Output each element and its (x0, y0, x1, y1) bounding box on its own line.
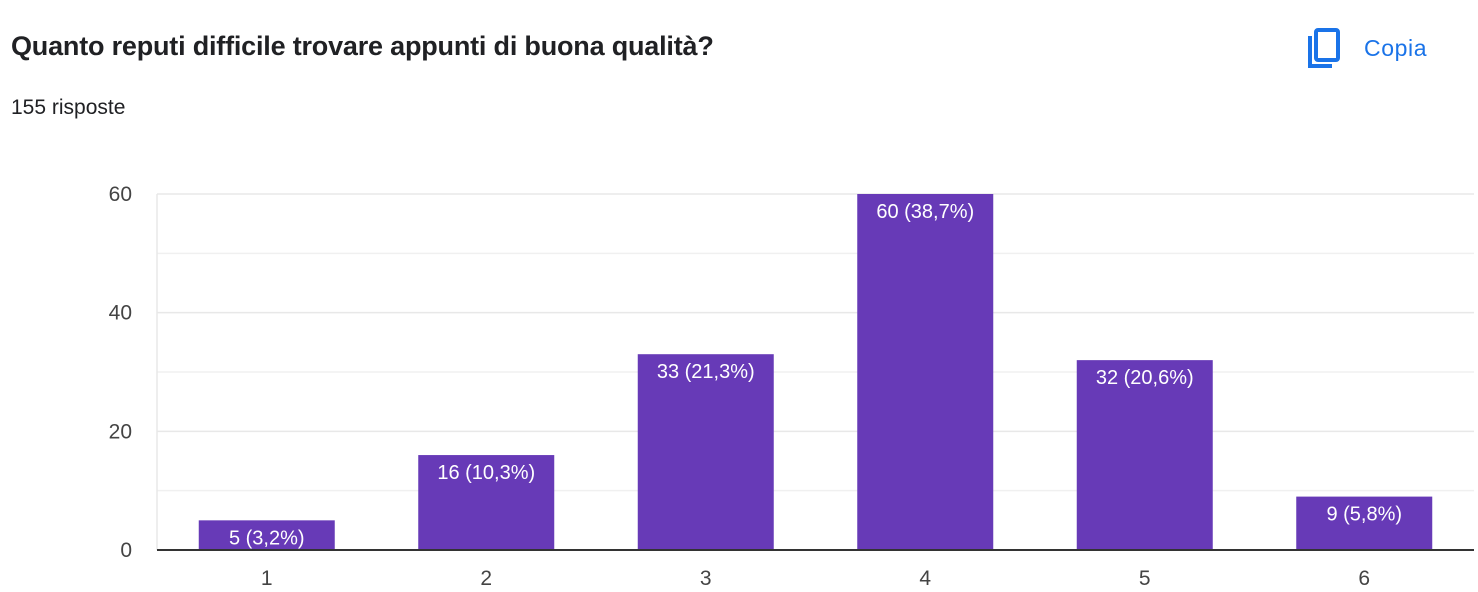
x-tick-label: 2 (480, 567, 492, 590)
question-title: Quanto reputi difficile trovare appunti … (11, 31, 714, 61)
x-tick-label: 4 (919, 567, 931, 590)
bar-data-label: 9 (5,8%) (1326, 504, 1402, 526)
x-tick-label: 1 (261, 567, 273, 590)
bar-data-label: 16 (10,3%) (437, 462, 535, 484)
bar (1076, 360, 1213, 550)
x-tick-label: 3 (700, 567, 712, 590)
bar (418, 455, 555, 550)
y-tick-label: 60 (109, 183, 132, 206)
bar-data-label: 32 (20,6%) (1096, 367, 1194, 389)
x-tick-label: 5 (1139, 567, 1151, 590)
bar (637, 354, 774, 550)
copy-icon (1304, 26, 1344, 70)
bar (1296, 496, 1433, 550)
copy-button[interactable]: Copia (1300, 24, 1452, 72)
bar (198, 520, 335, 550)
y-tick-label: 40 (109, 302, 132, 325)
x-tick-label: 6 (1358, 567, 1370, 590)
y-tick-label: 0 (120, 539, 132, 562)
y-tick-label: 20 (109, 420, 132, 443)
bar (857, 194, 994, 550)
bar-data-label: 33 (21,3%) (657, 361, 755, 383)
copy-label: Copia (1364, 34, 1428, 61)
response-count: 155 risposte (11, 96, 126, 119)
bar-data-label: 60 (38,7%) (876, 201, 974, 223)
bar-data-label: 5 (3,2%) (229, 527, 305, 549)
